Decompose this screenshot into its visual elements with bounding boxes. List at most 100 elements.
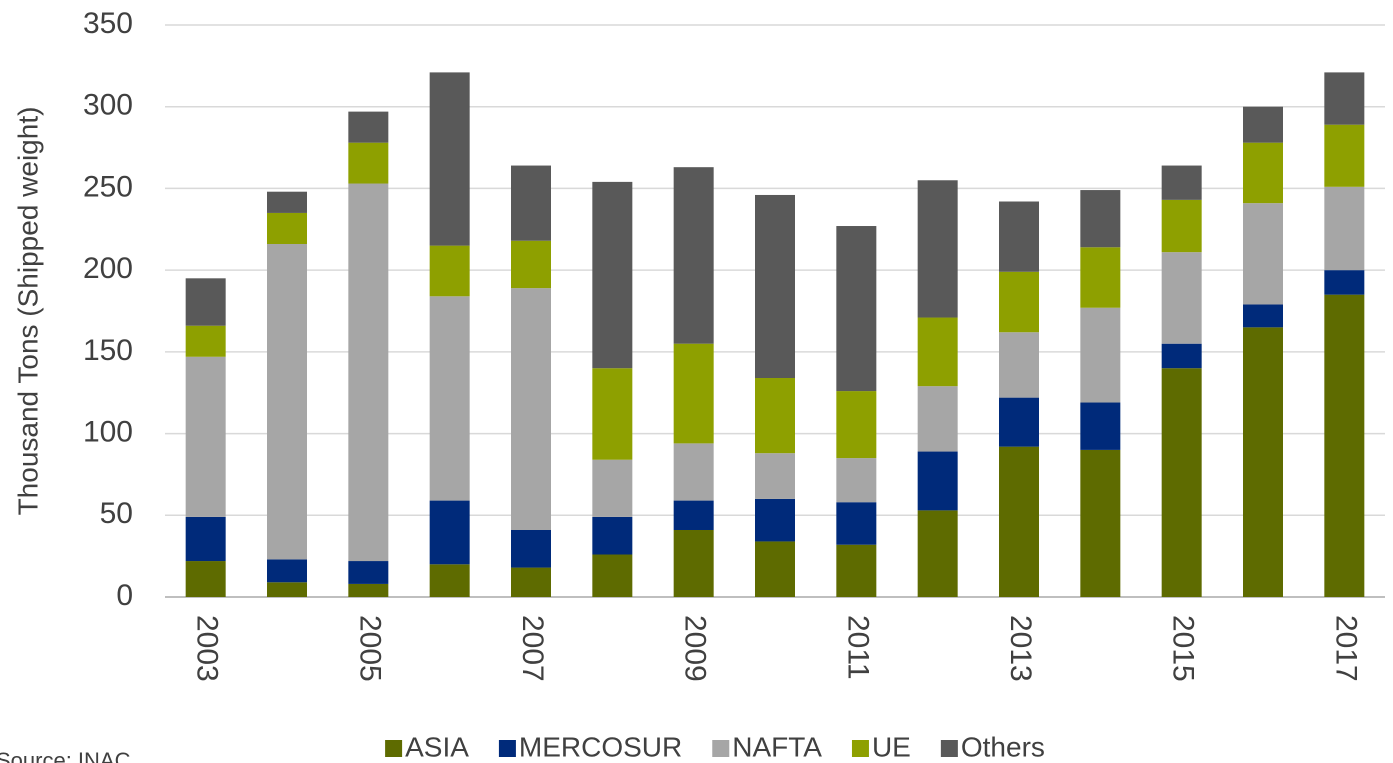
y-tick-label: 100 — [83, 415, 133, 448]
bar-segment — [1161, 252, 1202, 344]
bar-segment — [999, 332, 1039, 398]
x-tick-label: 2017 — [1329, 615, 1362, 682]
bar-segment — [429, 564, 470, 597]
legend-swatch — [498, 740, 516, 757]
bar-segment — [185, 325, 226, 357]
bar-segment — [1161, 343, 1202, 369]
bar-segment — [999, 446, 1039, 597]
bar-segment — [755, 498, 795, 542]
bar-segment — [511, 567, 551, 597]
bar-segment — [1161, 199, 1202, 253]
x-tick-label: 2007 — [516, 615, 549, 682]
bar-segment — [673, 500, 714, 530]
bar-segment — [429, 500, 470, 565]
legend-label: UE — [872, 731, 911, 762]
x-tick-label: 2003 — [191, 615, 224, 682]
y-axis-label: Thousand Tons (Shipped weight) — [12, 107, 43, 516]
bar-segment — [348, 583, 389, 597]
bar-segment — [1080, 402, 1121, 450]
bar-segment — [673, 167, 714, 344]
legend-swatch — [940, 740, 958, 757]
y-tick-label: 200 — [83, 252, 133, 285]
bar-segment — [1243, 304, 1283, 328]
bar-segment — [267, 243, 307, 560]
bar-segment — [429, 245, 470, 297]
bar-segment — [917, 451, 958, 511]
bar-segment — [1161, 165, 1202, 200]
bar-segment — [348, 183, 389, 562]
bar-segment — [755, 194, 795, 379]
bar-segment — [592, 459, 633, 517]
x-tick-label: 2009 — [679, 615, 712, 682]
bar-segment — [511, 288, 551, 530]
bar-segment — [673, 343, 714, 444]
bar-segment — [267, 559, 307, 583]
source: Source: INAC — [0, 748, 131, 763]
bar-segment — [1243, 106, 1283, 143]
bar-segment — [592, 368, 633, 460]
bar-segment — [999, 201, 1039, 272]
y-tick-label: 250 — [83, 170, 133, 203]
bar-segment — [673, 443, 714, 501]
bar-segment — [1324, 294, 1365, 597]
legend-label: ASIA — [405, 731, 469, 762]
y-tick-label: 300 — [83, 89, 133, 122]
bar-segment — [1080, 449, 1121, 597]
bar-segment — [836, 502, 877, 545]
bar-segment — [917, 180, 958, 318]
legend-swatch — [385, 740, 403, 757]
bar-segment — [1080, 247, 1121, 308]
bar-segment — [999, 397, 1039, 447]
bar-segment — [999, 271, 1039, 333]
x-tick-label: 2015 — [1167, 615, 1200, 682]
x-tick-label: 2011 — [841, 615, 874, 680]
bar-segment — [267, 212, 307, 244]
bar-segment — [1324, 186, 1365, 271]
bar-segment — [1243, 203, 1283, 305]
y-tick-label: 350 — [83, 7, 133, 40]
y-tick-label: 50 — [100, 497, 133, 530]
bar-segment — [511, 165, 551, 241]
bar-segment — [917, 510, 958, 597]
bar-segment — [1324, 124, 1365, 187]
legend-label: Others — [961, 731, 1045, 762]
x-tick-label: 2005 — [353, 615, 386, 682]
bar-segment — [755, 453, 795, 499]
bar-segment — [1324, 72, 1365, 125]
bar-segment — [348, 142, 389, 184]
bar-segment — [592, 554, 633, 597]
bar-segment — [185, 516, 226, 562]
legend-swatch — [712, 740, 730, 757]
bar-segment — [917, 317, 958, 387]
bar-segment — [1324, 270, 1365, 295]
bar-segment — [836, 226, 877, 392]
bar-segment — [592, 516, 633, 555]
x-tick-label: 2013 — [1004, 615, 1037, 682]
bar-segment — [348, 561, 389, 584]
bar-segment — [1080, 190, 1121, 248]
bar-segment — [1080, 307, 1121, 403]
bar-segment — [511, 529, 551, 568]
bar-segment — [511, 240, 551, 289]
bar-segment — [592, 181, 633, 369]
bar-segment — [429, 72, 470, 246]
bar-segment — [917, 386, 958, 452]
bar-segment — [755, 541, 795, 597]
bar-segment — [1161, 368, 1202, 597]
bar-segment — [185, 278, 226, 326]
bar-segment — [348, 111, 389, 143]
bar-segment — [1243, 142, 1283, 204]
bar-segment — [267, 191, 307, 213]
legend-swatch — [851, 740, 869, 757]
y-tick-label: 150 — [83, 334, 133, 367]
legend-label: MERCOSUR — [519, 731, 682, 762]
bar-segment — [1243, 327, 1283, 597]
bar-segment — [836, 458, 877, 503]
legend-label: NAFTA — [732, 731, 822, 762]
y-tick-label: 0 — [116, 579, 133, 612]
bar-segment — [429, 296, 470, 501]
bar-segment — [755, 378, 795, 454]
bar-segment — [673, 529, 714, 597]
bar-segment — [836, 391, 877, 459]
